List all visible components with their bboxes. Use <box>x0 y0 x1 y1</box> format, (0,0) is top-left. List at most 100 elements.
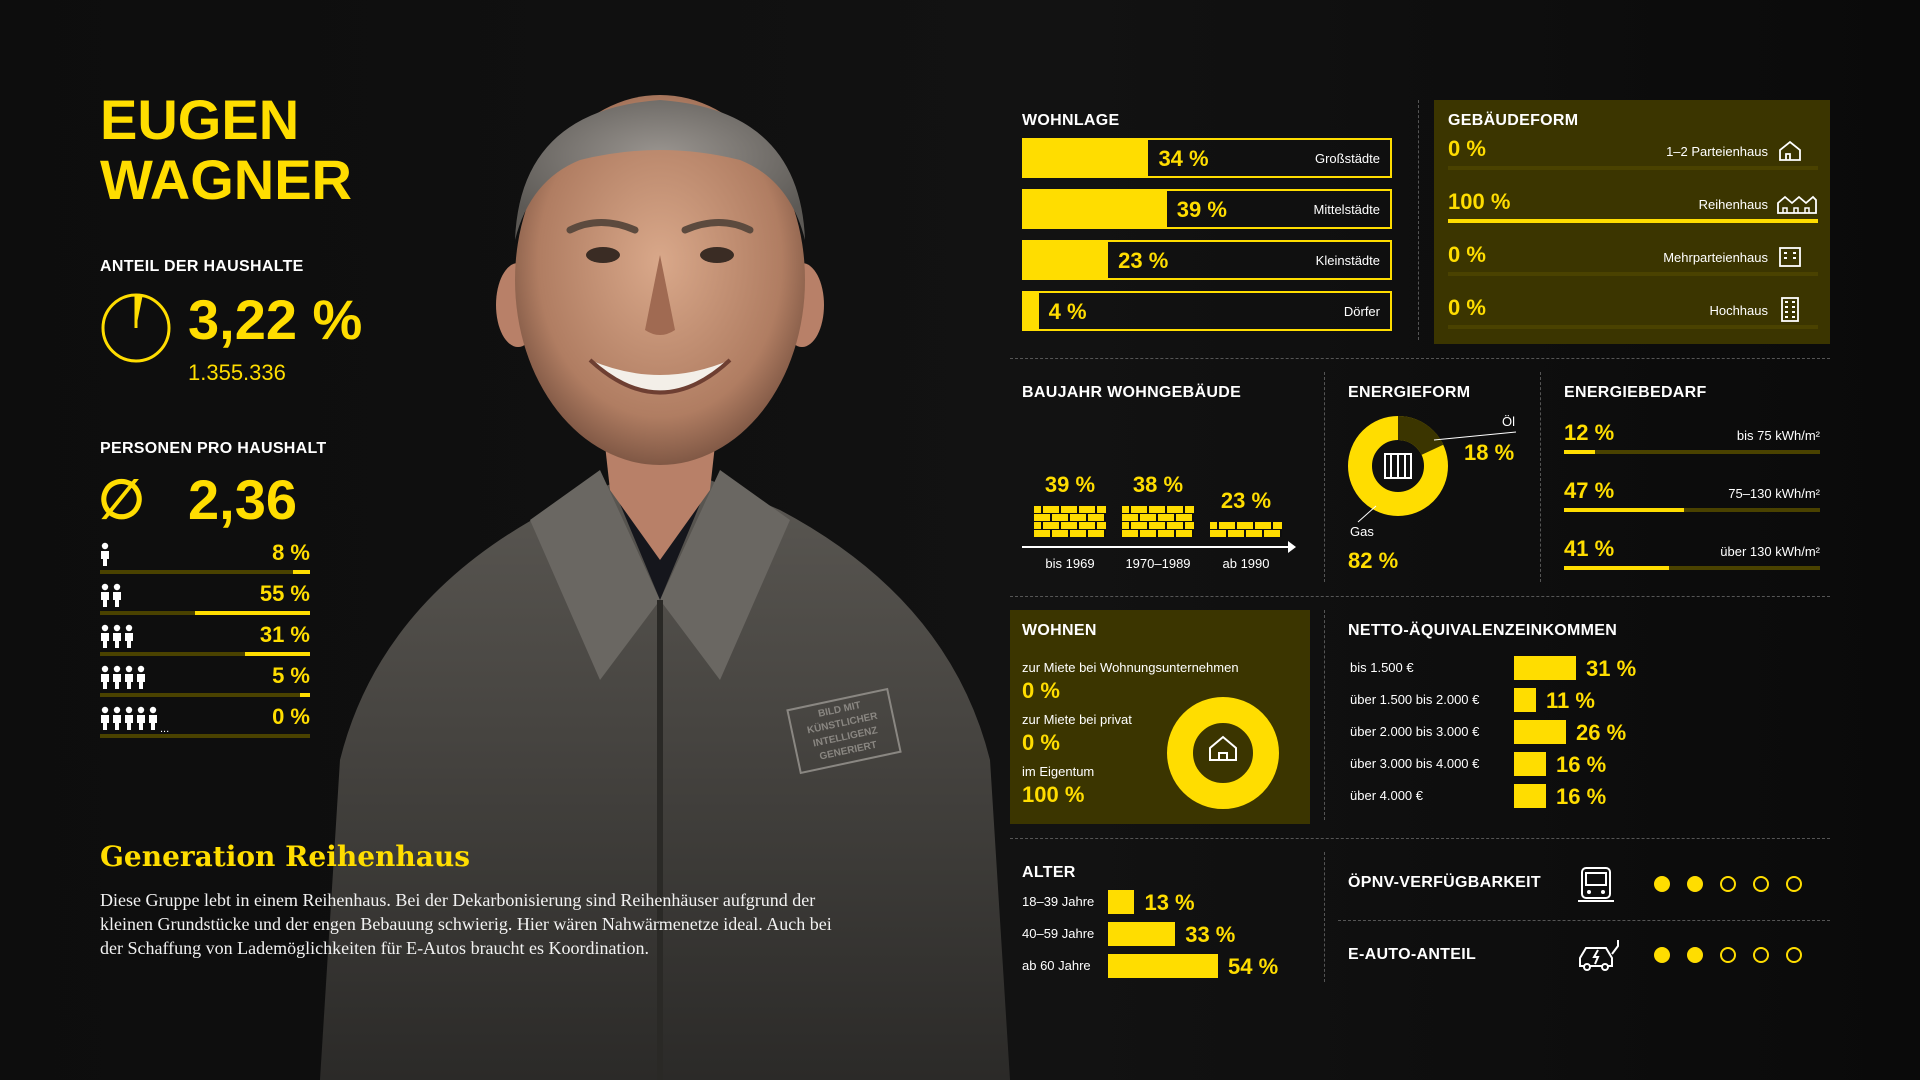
bus-icon <box>1578 867 1614 902</box>
wohnen-value: 100 % <box>1022 782 1085 807</box>
wohnlage-category: Kleinstädte <box>1315 253 1380 268</box>
alter-bar <box>1108 890 1135 914</box>
separator <box>1540 372 1541 582</box>
persons-share-bar <box>299 693 310 697</box>
baujahr-title: BAUJAHR WOHNGEBÄUDE <box>1022 384 1242 401</box>
baujahr-period: 1970–1989 <box>1125 556 1191 571</box>
person-icon <box>113 665 121 689</box>
story-text: Diese Gruppe lebt in einem Reihenhaus. B… <box>100 890 832 958</box>
person-icon <box>125 624 133 648</box>
wohnlage-bar-row: 4 % Dörfer <box>1022 291 1392 331</box>
alter-bar <box>1108 922 1176 946</box>
person-icon <box>137 665 145 689</box>
axis-arrow-icon <box>1288 541 1296 553</box>
wohnlage-title: WOHNLAGE <box>1022 112 1120 129</box>
person-icon <box>101 542 109 566</box>
energieform-title: ENERGIEFORM <box>1348 384 1471 401</box>
alter-value: 54 % <box>1228 954 1279 979</box>
gas-label: Gas <box>1350 524 1374 539</box>
wohnen-category: zur Miete bei privat <box>1022 712 1132 727</box>
energiebedarf-title: ENERGIEBEDARF <box>1564 384 1707 401</box>
wohnlage-bar <box>1024 293 1039 329</box>
separator <box>1338 920 1830 921</box>
wohnlage-category: Großstädte <box>1314 151 1380 166</box>
persons-icon-group: ... <box>100 706 169 735</box>
wohnen-donut <box>1167 697 1279 809</box>
wohnlage-value: 4 % <box>1048 299 1087 324</box>
home-icon <box>1209 735 1237 761</box>
persona-first-name: EUGEN <box>100 88 300 151</box>
persons-icon-group <box>100 665 148 691</box>
wohnlage-category: Mittelstädte <box>1313 202 1380 217</box>
apartment-icon <box>1779 247 1801 267</box>
einkommen-bracket: über 2.000 bis 3.000 € <box>1350 724 1480 739</box>
person-icon <box>101 706 109 730</box>
wohnlage-bar <box>1024 242 1109 278</box>
einkommen-value: 16 % <box>1556 784 1607 809</box>
separator <box>1010 838 1830 839</box>
persons-title: PERSONEN PRO HAUSHALT <box>100 440 327 457</box>
portrait-photo <box>320 95 1010 1080</box>
persons-share-track <box>100 570 310 574</box>
persons-share-track <box>100 734 310 738</box>
wohnlage-bar-row: 23 % Kleinstädte <box>1022 240 1392 280</box>
wohnen-value: 0 % <box>1022 678 1060 703</box>
share-count: 1.355.336 <box>188 360 286 385</box>
energiebedarf-value: 47 % <box>1564 478 1615 503</box>
oepnv-dot <box>1654 876 1670 892</box>
einkommen-bar <box>1514 752 1546 776</box>
wohnlage-bar <box>1024 191 1167 227</box>
persons-share-track <box>100 652 310 656</box>
persona-last-name: WAGNER <box>100 148 352 211</box>
eauto-dot <box>1786 947 1802 963</box>
person-icon <box>101 583 109 607</box>
electric-car-icon <box>1579 940 1619 971</box>
separator <box>1010 596 1830 597</box>
brick-row <box>1034 506 1106 513</box>
baujahr-period: ab 1990 <box>1222 556 1270 571</box>
wohnlage-value: 39 % <box>1176 197 1227 222</box>
brick-row <box>1034 514 1106 521</box>
baujahr-axis <box>1022 546 1292 548</box>
alter-value: 13 % <box>1144 890 1195 915</box>
energieform-donut <box>1348 416 1517 523</box>
brick-row <box>1122 522 1194 529</box>
person-icon <box>101 665 109 689</box>
alter-value: 33 % <box>1185 922 1236 947</box>
persons-share-track <box>100 611 310 615</box>
persons-icon-group <box>100 624 136 650</box>
story-title: Generation Reihenhaus <box>100 840 471 873</box>
wohnen-value: 0 % <box>1022 730 1060 755</box>
wohnen-category: im Eigentum <box>1022 764 1095 779</box>
alter-group: ab 60 Jahre <box>1022 958 1091 973</box>
energiebedarf-track <box>1564 508 1820 512</box>
brick-row <box>1122 506 1194 513</box>
oil-value: 18 % <box>1464 440 1515 465</box>
separator <box>1324 372 1325 582</box>
einkommen-bar <box>1514 688 1536 712</box>
persons-share-value: 8 % <box>272 540 310 565</box>
brick-row <box>1210 530 1282 537</box>
persons-share-value: 55 % <box>259 581 310 606</box>
brick-row <box>1122 514 1194 521</box>
persons-icon-group <box>100 542 112 568</box>
highrise-icon <box>1781 297 1799 322</box>
gebaeudeform-track <box>1448 219 1818 223</box>
einkommen-bar <box>1514 656 1576 680</box>
alter-group: 40–59 Jahre <box>1022 926 1095 941</box>
persons-icon-group <box>100 583 124 609</box>
eauto-dot <box>1687 947 1703 963</box>
baujahr-period: bis 1969 <box>1045 556 1095 571</box>
oepnv-dot <box>1687 876 1703 892</box>
energiebedarf-bar <box>1564 508 1685 512</box>
einkommen-bar <box>1514 720 1566 744</box>
oepnv-title: ÖPNV-VERFÜGBARKEIT <box>1348 874 1541 891</box>
gebaeudeform-value: 0 % <box>1448 136 1486 161</box>
separator <box>1418 100 1419 340</box>
gebaeudeform-value: 0 % <box>1448 242 1486 267</box>
gebaeudeform-track <box>1448 325 1818 329</box>
baujahr-value: 38 % <box>1132 472 1184 497</box>
persons-share-value: 0 % <box>272 704 310 729</box>
gebaeudeform-value: 0 % <box>1448 295 1486 320</box>
